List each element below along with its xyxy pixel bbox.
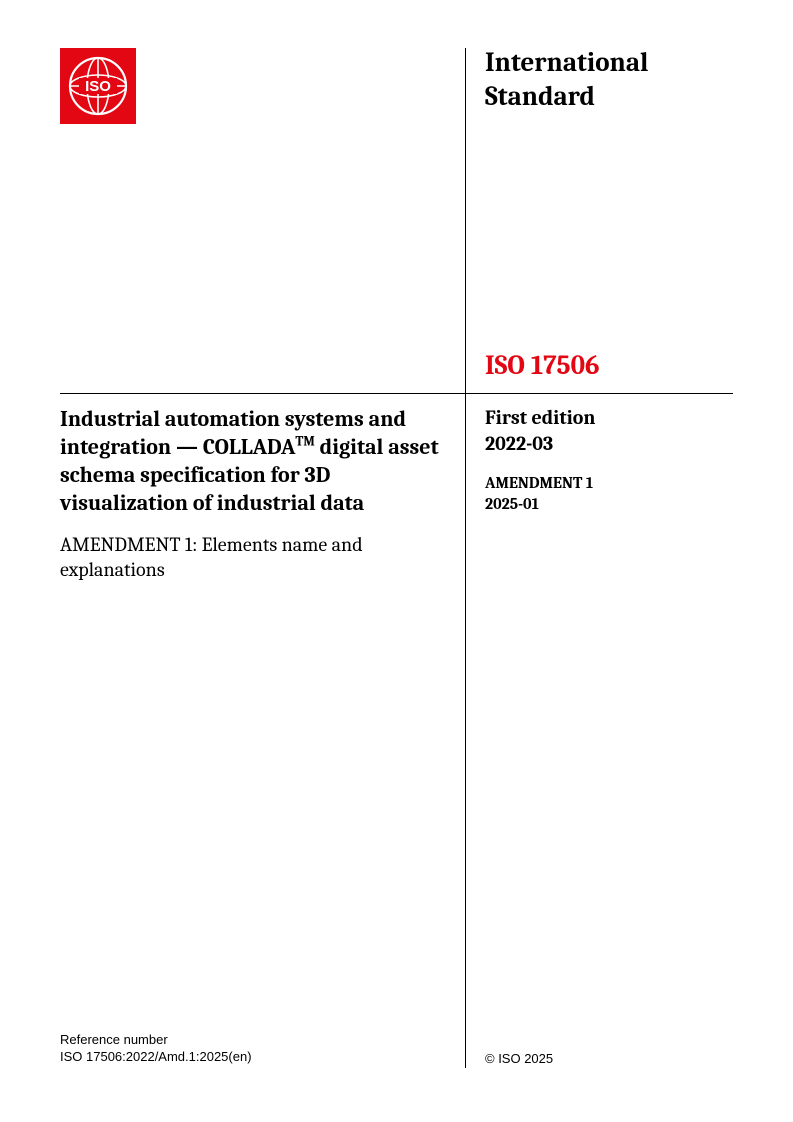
amendment-label: AMENDMENT 1 <box>485 473 725 494</box>
edition-info: First edition 2022-03 <box>485 405 725 457</box>
document-type-heading: International Standard <box>485 46 733 114</box>
iso-logo: ISO <box>60 48 136 124</box>
reference-block: Reference number ISO 17506:2022/Amd.1:20… <box>60 1031 252 1066</box>
horizontal-rule-left <box>60 393 465 394</box>
vertical-divider <box>465 48 466 1068</box>
svg-text:ISO: ISO <box>85 78 111 95</box>
amendment-date: 2025-01 <box>485 494 725 515</box>
edition-block: First edition 2022-03 AMENDMENT 1 2025-0… <box>485 405 725 515</box>
edition-label: First edition <box>485 405 725 431</box>
document-cover: ISO International Standard ISO 17506 Ind… <box>0 0 793 1122</box>
heading-line-2: Standard <box>485 80 733 114</box>
standard-code: ISO 17506 <box>485 350 600 381</box>
amendment-info: AMENDMENT 1 2025-01 <box>485 473 725 515</box>
iso-logo-icon: ISO <box>67 55 129 117</box>
document-title: Industrial automation systems and integr… <box>60 405 455 518</box>
edition-date: 2022-03 <box>485 431 725 457</box>
copyright-notice: © ISO 2025 <box>485 1051 553 1066</box>
heading-line-1: International <box>485 46 733 80</box>
reference-number: ISO 17506:2022/Amd.1:2025(en) <box>60 1048 252 1066</box>
title-block: Industrial automation systems and integr… <box>60 405 455 583</box>
trademark-symbol: TM <box>295 435 315 450</box>
horizontal-rule-right <box>465 393 733 394</box>
document-subtitle: AMENDMENT 1: Elements name and explanati… <box>60 532 455 583</box>
reference-label: Reference number <box>60 1031 252 1049</box>
